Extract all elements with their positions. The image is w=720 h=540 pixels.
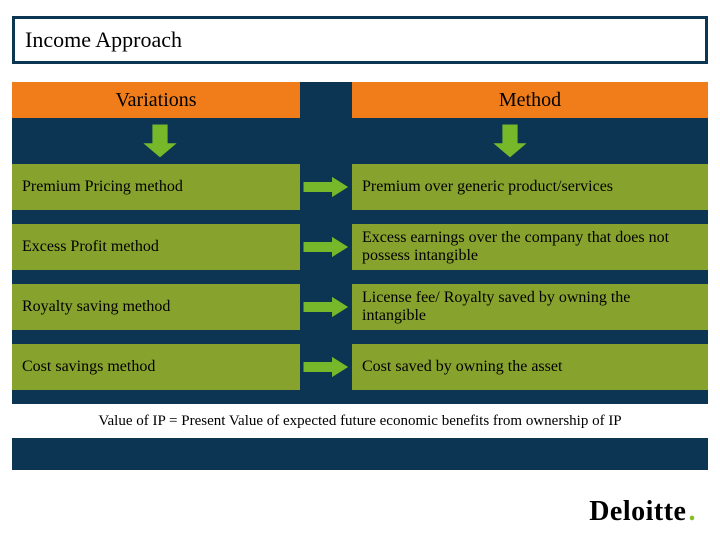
method-label: License fee/ Royalty saved by owning the… <box>362 289 698 326</box>
right-arrow-icon <box>303 356 349 378</box>
content-row: Royalty saving method License fee/ Royalt… <box>12 284 708 330</box>
header-variations: Variations <box>12 82 300 118</box>
method-cell: License fee/ Royalty saved by owning the… <box>352 284 708 330</box>
method-cell: Excess earnings over the company that do… <box>352 224 708 270</box>
header-gap <box>300 82 352 118</box>
method-label: Excess earnings over the company that do… <box>362 229 698 266</box>
method-cell: Premium over generic product/services <box>352 164 708 210</box>
arrow-cell <box>300 164 352 210</box>
variation-cell: Excess Profit method <box>12 224 300 270</box>
header-method: Method <box>352 82 708 118</box>
down-arrow-right <box>492 124 528 158</box>
arrow-cell <box>300 224 352 270</box>
variation-cell: Cost savings method <box>12 344 300 390</box>
variation-label: Excess Profit method <box>22 238 159 256</box>
rows-container: Premium Pricing method Premium over gener… <box>12 164 708 390</box>
header-method-label: Method <box>499 89 561 112</box>
variation-label: Cost savings method <box>22 358 155 376</box>
content-row: Cost savings method Cost saved by owning … <box>12 344 708 390</box>
down-arrow-row <box>12 118 708 164</box>
footer-bar: Value of IP = Present Value of expected … <box>12 404 708 438</box>
variation-label: Royalty saving method <box>22 298 170 316</box>
arrow-cell <box>300 284 352 330</box>
variation-cell: Premium Pricing method <box>12 164 300 210</box>
deloitte-logo: Deloitte. <box>589 496 696 528</box>
logo-text: Deloitte <box>589 496 686 527</box>
main-panel: Variations Method Premium Pricing method… <box>12 82 708 470</box>
content-row: Premium Pricing method Premium over gener… <box>12 164 708 210</box>
variation-cell: Royalty saving method <box>12 284 300 330</box>
right-arrow-icon <box>303 176 349 198</box>
method-cell: Cost saved by owning the asset <box>352 344 708 390</box>
title-bar: Income Approach <box>12 16 708 64</box>
header-row: Variations Method <box>12 82 708 118</box>
arrow-cell <box>300 344 352 390</box>
down-arrow-left <box>142 124 178 158</box>
method-label: Cost saved by owning the asset <box>362 358 562 376</box>
variation-label: Premium Pricing method <box>22 178 183 196</box>
right-arrow-icon <box>303 236 349 258</box>
footer-text: Value of IP = Present Value of expected … <box>98 413 621 430</box>
page-title: Income Approach <box>25 27 182 53</box>
method-label: Premium over generic product/services <box>362 178 613 196</box>
right-arrow-icon <box>303 296 349 318</box>
content-row: Excess Profit method Excess earnings over… <box>12 224 708 270</box>
header-variations-label: Variations <box>115 89 196 112</box>
logo-dot: . <box>689 496 697 527</box>
